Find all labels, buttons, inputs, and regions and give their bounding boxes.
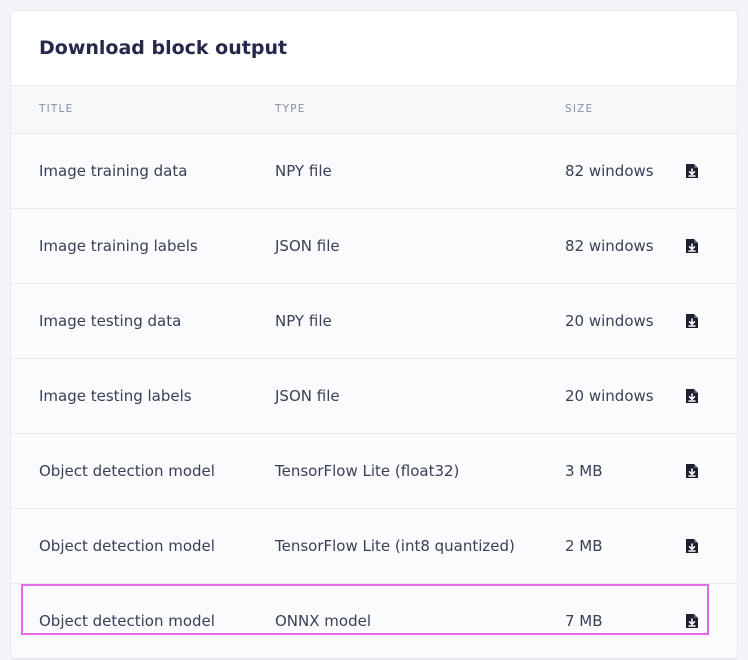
row-type: NPY file: [275, 162, 332, 180]
row-size: 7 MB: [565, 612, 603, 630]
column-header-title: TITLE: [39, 103, 74, 115]
row-type: TensorFlow Lite (float32): [275, 462, 460, 480]
table-row: Image testing data NPY file 20 windows: [11, 284, 737, 359]
table-row: Image testing labels JSON file 20 window…: [11, 359, 737, 434]
table-header: TITLE TYPE SIZE: [11, 86, 737, 134]
panel-header: Download block output: [11, 11, 737, 86]
row-title: Object detection model: [39, 537, 215, 555]
row-size: 2 MB: [565, 537, 603, 555]
row-size: 82 windows: [565, 162, 654, 180]
row-title: Object detection model: [39, 612, 215, 630]
row-title: Image testing labels: [39, 387, 192, 405]
panel-title: Download block output: [39, 37, 288, 59]
table-row: Object detection model TensorFlow Lite (…: [11, 434, 737, 509]
file-download-icon[interactable]: [685, 388, 699, 404]
row-title: Image training data: [39, 162, 188, 180]
file-download-icon[interactable]: [685, 163, 699, 179]
row-size: 20 windows: [565, 387, 654, 405]
row-type: JSON file: [275, 237, 340, 255]
row-size: 20 windows: [565, 312, 654, 330]
table-row: Image training data NPY file 82 windows: [11, 134, 737, 209]
row-size: 3 MB: [565, 462, 603, 480]
row-type: ONNX model: [275, 612, 371, 630]
row-type: TensorFlow Lite (int8 quantized): [275, 537, 515, 555]
column-header-size: SIZE: [565, 103, 594, 115]
file-download-icon[interactable]: [685, 613, 699, 629]
row-type: NPY file: [275, 312, 332, 330]
table-row: Image training labels JSON file 82 windo…: [11, 209, 737, 284]
file-download-icon[interactable]: [685, 238, 699, 254]
table-row-selected: Object detection model ONNX model 7 MB: [11, 584, 737, 659]
row-title: Image training labels: [39, 237, 198, 255]
column-header-type: TYPE: [275, 103, 306, 115]
file-download-icon[interactable]: [685, 313, 699, 329]
table-row: Object detection model TensorFlow Lite (…: [11, 509, 737, 584]
file-download-icon[interactable]: [685, 538, 699, 554]
download-block-output-panel: Download block output TITLE TYPE SIZE Im…: [10, 10, 738, 660]
row-type: JSON file: [275, 387, 340, 405]
row-size: 82 windows: [565, 237, 654, 255]
file-download-icon[interactable]: [685, 463, 699, 479]
row-title: Image testing data: [39, 312, 182, 330]
row-title: Object detection model: [39, 462, 215, 480]
